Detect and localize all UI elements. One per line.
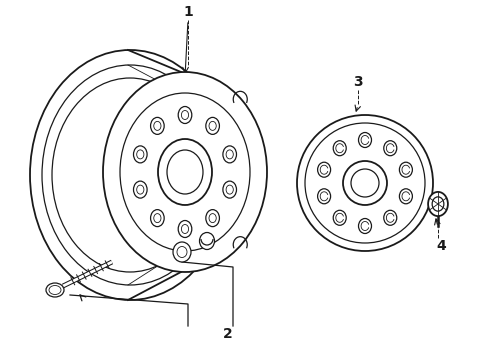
Ellipse shape [223, 181, 237, 198]
Ellipse shape [173, 242, 191, 262]
Ellipse shape [206, 117, 220, 134]
Ellipse shape [150, 210, 164, 226]
Ellipse shape [399, 189, 413, 204]
Ellipse shape [199, 233, 215, 249]
Ellipse shape [223, 146, 237, 163]
Text: 4: 4 [436, 239, 446, 253]
Ellipse shape [399, 162, 413, 177]
Ellipse shape [428, 192, 448, 216]
Ellipse shape [333, 210, 346, 225]
Ellipse shape [333, 141, 346, 156]
Ellipse shape [178, 220, 192, 238]
Ellipse shape [384, 141, 397, 156]
Ellipse shape [384, 210, 397, 225]
Ellipse shape [150, 117, 164, 134]
Circle shape [297, 115, 433, 251]
Circle shape [343, 161, 387, 205]
Ellipse shape [359, 219, 371, 234]
Ellipse shape [318, 189, 331, 204]
Ellipse shape [133, 146, 147, 163]
Text: 3: 3 [353, 75, 363, 89]
Ellipse shape [178, 107, 192, 123]
Text: 1: 1 [183, 5, 193, 19]
Ellipse shape [318, 162, 331, 177]
Ellipse shape [46, 283, 64, 297]
Ellipse shape [158, 139, 212, 205]
Ellipse shape [103, 72, 267, 272]
Ellipse shape [133, 181, 147, 198]
Ellipse shape [206, 210, 220, 226]
Text: 2: 2 [223, 327, 233, 341]
Ellipse shape [359, 132, 371, 148]
